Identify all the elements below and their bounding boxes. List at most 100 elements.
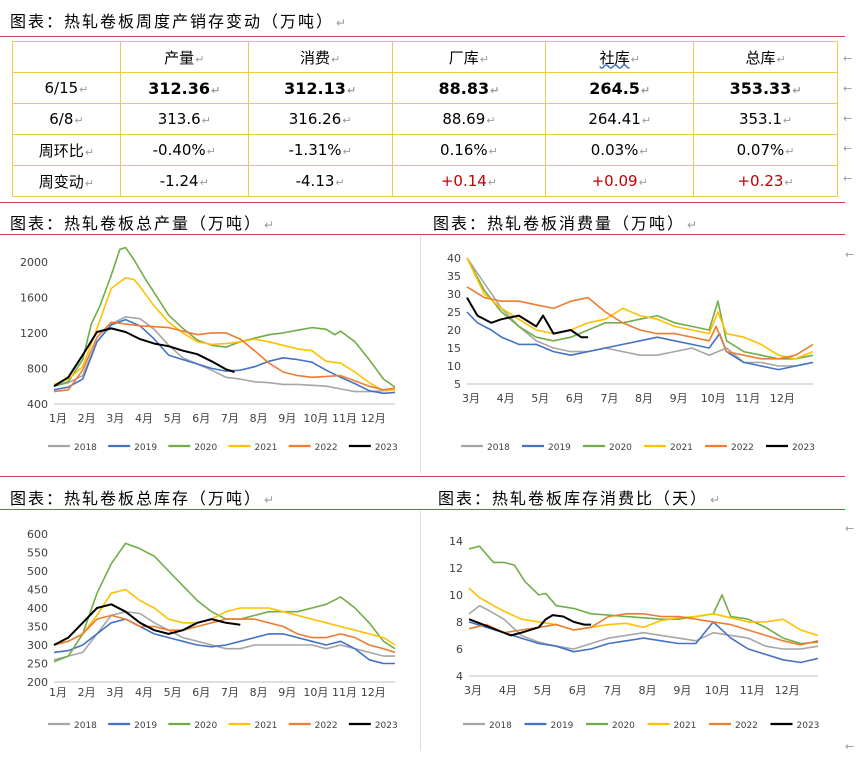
row-label: 6/8↵ bbox=[12, 103, 121, 135]
series-line-2018 bbox=[53, 316, 396, 393]
table-cell: +0.23↵ bbox=[693, 165, 838, 197]
table-title: 图表：热轧卷板周度产销存变动（万吨） ↵ bbox=[10, 8, 348, 32]
table-cell: 0.07%↵ bbox=[693, 134, 838, 166]
x-tick-label: 4月 bbox=[135, 412, 153, 425]
header-cell-blank bbox=[12, 41, 121, 73]
series-line-2022 bbox=[466, 286, 814, 360]
y-tick-label: 5 bbox=[454, 378, 461, 391]
series-line-2019 bbox=[466, 311, 814, 371]
rule-charts-row2 bbox=[0, 509, 845, 510]
y-tick-label: 300 bbox=[27, 639, 48, 652]
legend-label-2020: 2020 bbox=[194, 721, 217, 731]
series-line-2019 bbox=[468, 621, 819, 664]
y-tick-label: 450 bbox=[27, 584, 48, 597]
x-tick-label: 6月 bbox=[192, 686, 210, 699]
x-tick-label: 7月 bbox=[600, 392, 618, 405]
legend-label-2022: 2022 bbox=[731, 443, 754, 453]
x-tick-label: 1月 bbox=[49, 412, 67, 425]
table-row: 6/8↵ 313.6↵ 316.26↵ 88.69↵ 264.41↵ 353.1… bbox=[12, 103, 838, 135]
side-arrow-mark: ← bbox=[843, 52, 853, 65]
y-tick-label: 350 bbox=[27, 621, 48, 634]
x-tick-label: 2月 bbox=[78, 412, 96, 425]
x-tick-label: 3月 bbox=[462, 392, 480, 405]
y-tick-label: 1600 bbox=[20, 291, 48, 304]
y-tick-label: 400 bbox=[27, 398, 48, 411]
x-tick-label: 11月 bbox=[735, 392, 760, 405]
x-tick-label: 3月 bbox=[464, 684, 482, 697]
series-line-2022 bbox=[468, 613, 819, 646]
side-arrow-mark-5: ← bbox=[843, 172, 853, 185]
table-cell: 0.16%↵ bbox=[391, 134, 547, 166]
x-tick-label: 7月 bbox=[221, 686, 239, 699]
y-tick-label: 200 bbox=[27, 676, 48, 689]
x-tick-label: 5月 bbox=[164, 412, 182, 425]
table-row: 周变动↵ -1.24↵ -4.13↵ +0.14↵ +0.09↵ +0.23↵ bbox=[12, 165, 838, 197]
y-tick-label: 6 bbox=[456, 643, 463, 656]
legend-label-2022: 2022 bbox=[315, 443, 338, 453]
series-line-2019 bbox=[53, 318, 396, 395]
legend-label-2023: 2023 bbox=[797, 721, 820, 731]
x-tick-label: 6月 bbox=[569, 684, 587, 697]
table-cell: -4.13↵ bbox=[247, 165, 393, 197]
legend-label-2022: 2022 bbox=[315, 721, 338, 731]
y-tick-label: 2000 bbox=[20, 256, 48, 269]
return-mark: ↵ bbox=[336, 16, 349, 30]
x-tick-label: 10月 bbox=[705, 684, 730, 697]
y-tick-label: 4 bbox=[456, 670, 463, 683]
legend-label-2019: 2019 bbox=[548, 443, 571, 453]
series-line-2020 bbox=[53, 246, 396, 388]
legend-label-2020: 2020 bbox=[194, 443, 217, 453]
table-cell: 312.36↵ bbox=[119, 72, 249, 104]
rule-top bbox=[0, 36, 845, 37]
legend-label-2018: 2018 bbox=[489, 721, 512, 731]
series-line-2022 bbox=[53, 321, 396, 393]
x-tick-label: 5月 bbox=[164, 686, 182, 699]
x-tick-label: 12月 bbox=[361, 686, 386, 699]
legend-label-2018: 2018 bbox=[74, 443, 97, 453]
x-tick-label: 8月 bbox=[250, 686, 268, 699]
x-tick-label: 11月 bbox=[332, 412, 357, 425]
rule-divider-v2 bbox=[420, 511, 421, 751]
y-tick-label: 400 bbox=[27, 602, 48, 615]
rule-divider-v1 bbox=[420, 236, 421, 474]
table-cell: 264.5↵ bbox=[545, 72, 695, 104]
series-line-2022 bbox=[53, 614, 396, 654]
side-arrow-mark-7: ← bbox=[845, 522, 855, 535]
y-tick-label: 10 bbox=[447, 360, 461, 373]
rule-charts-row1 bbox=[0, 234, 845, 235]
series-line-2021 bbox=[468, 587, 819, 637]
x-tick-label: 6月 bbox=[192, 412, 210, 425]
x-tick-label: 7月 bbox=[604, 684, 622, 697]
table-header-row: 产量↵ 消费↵ 厂库↵ 社库↵ 总库↵ bbox=[12, 41, 838, 73]
legend-label-2022: 2022 bbox=[735, 721, 758, 731]
table-cell: -1.24↵ bbox=[119, 165, 249, 197]
side-arrow-mark-2: ← bbox=[843, 82, 853, 95]
series-line-2023 bbox=[53, 327, 235, 388]
y-tick-label: 35 bbox=[447, 270, 461, 283]
rule-charts-mid bbox=[0, 476, 845, 477]
y-tick-label: 30 bbox=[447, 288, 461, 301]
y-tick-label: 250 bbox=[27, 658, 48, 671]
table-row: 周环比↵ -0.40%↵ -1.31%↵ 0.16%↵ 0.03%↵ 0.07%… bbox=[12, 134, 838, 166]
y-tick-label: 20 bbox=[447, 324, 461, 337]
y-tick-label: 12 bbox=[449, 562, 463, 575]
x-tick-label: 12月 bbox=[775, 684, 800, 697]
stock-ratio-line-chart: 4 6 8 10 12 14 3月 4月 5月 6月 7月 8月 9月 10月 11月 12月 2018 2019… bbox=[449, 535, 820, 731]
y-tick-label: 25 bbox=[447, 306, 461, 319]
x-tick-label: 5月 bbox=[531, 392, 549, 405]
y-tick-label: 600 bbox=[27, 528, 48, 541]
x-tick-label: 6月 bbox=[566, 392, 584, 405]
table-cell: +0.09↵ bbox=[545, 165, 695, 197]
row-label: 周环比↵ bbox=[12, 134, 121, 166]
series-line-2021 bbox=[466, 257, 814, 360]
x-tick-label: 10月 bbox=[701, 392, 726, 405]
table-cell: -1.31%↵ bbox=[247, 134, 393, 166]
series-line-2023 bbox=[53, 603, 241, 646]
chart-title-consumption: 图表：热轧卷板消费量（万吨） ↵ bbox=[433, 214, 700, 233]
y-tick-label: 1200 bbox=[20, 327, 48, 340]
legend-label-2021: 2021 bbox=[670, 443, 693, 453]
legend-label-2021: 2021 bbox=[255, 443, 278, 453]
table-cell: 0.03%↵ bbox=[545, 134, 695, 166]
header-cell-consumption: 消费↵ bbox=[247, 41, 393, 73]
header-cell-output: 产量↵ bbox=[119, 41, 249, 73]
